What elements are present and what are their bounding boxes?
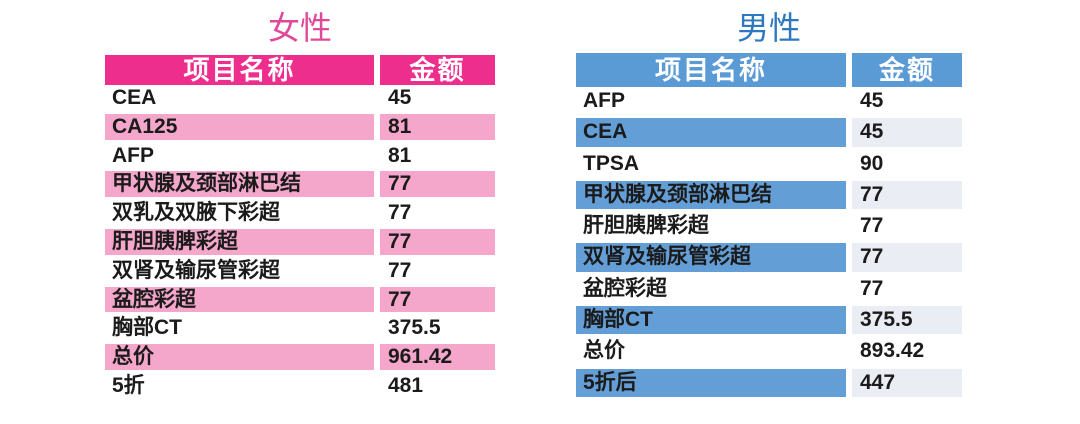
table-row: 5折 481 <box>105 373 495 402</box>
male-table: 项目名称 金额 AFP 45 CEA 45 <box>576 53 962 400</box>
table-row: 双乳及双腋下彩超 77 <box>105 200 495 229</box>
table-row: TPSA 90 <box>576 150 962 181</box>
item-name-cell: TPSA <box>583 151 640 175</box>
amount-cell: 77 <box>860 276 884 300</box>
amount-cell: 77 <box>380 228 495 255</box>
table-row: CA125 81 <box>105 113 495 143</box>
item-name-cell: 5折后 <box>576 368 846 397</box>
table-row: CEA 45 <box>576 118 962 149</box>
item-name-cell: 双肾及输尿管彩超 <box>576 243 846 272</box>
table-row: 双肾及输尿管彩超 77 <box>576 243 962 274</box>
table-row: 5折后 447 <box>576 368 962 400</box>
table-row: AFP 81 <box>105 143 495 172</box>
item-name-cell: 总价 <box>105 344 374 370</box>
item-name-cell: 胸部CT <box>112 316 182 340</box>
item-name-cell: 总价 <box>583 339 625 363</box>
table-row: 肝胆胰脾彩超 77 <box>105 228 495 258</box>
amount-cell: 375.5 <box>388 316 441 340</box>
amount-cell: 77 <box>380 286 495 313</box>
amount-cell: 81 <box>388 143 412 167</box>
female-table-title: 女性 <box>267 10 332 46</box>
table-row: 胸部CT 375.5 <box>576 306 962 337</box>
female-header-item-name: 项目名称 <box>105 55 374 85</box>
item-name-cell: 甲状腺及颈部淋巴结 <box>576 180 846 210</box>
table-row: 甲状腺及颈部淋巴结 77 <box>576 180 962 212</box>
table-row: 盆腔彩超 77 <box>105 286 495 316</box>
item-name-cell: 双乳及双腋下彩超 <box>112 201 280 225</box>
female-header-amount: 金额 <box>380 55 495 85</box>
table-row: 甲状腺及颈部淋巴结 77 <box>105 171 495 200</box>
male-table-body: AFP 45 CEA 45 TPSA 90 <box>576 87 962 400</box>
amount-cell: 45 <box>860 89 884 112</box>
amount-cell: 77 <box>852 180 962 210</box>
amount-cell: 481 <box>388 373 424 397</box>
item-name-cell: 盆腔彩超 <box>583 276 667 300</box>
table-row: 双肾及输尿管彩超 77 <box>105 258 495 287</box>
item-name-cell: 肝胆胰脾彩超 <box>105 228 374 255</box>
amount-cell: 90 <box>860 151 884 175</box>
male-price-table-section: 男性 项目名称 金额 AFP 45 CEA <box>576 6 962 400</box>
amount-cell: 77 <box>380 171 495 198</box>
amount-cell: 77 <box>860 214 884 238</box>
amount-cell: 77 <box>388 258 412 282</box>
item-name-cell: 肝胆胰脾彩超 <box>583 214 709 238</box>
table-row: CEA 45 <box>105 85 495 114</box>
male-table-header-row: 项目名称 金额 <box>576 53 962 87</box>
item-name-cell: 5折 <box>112 373 145 397</box>
female-table: 项目名称 金额 CEA 45 CA125 81 <box>105 55 495 402</box>
table-row: 胸部CT 375.5 <box>105 315 495 344</box>
table-row: 总价 893.42 <box>576 337 962 368</box>
amount-cell: 77 <box>852 243 962 272</box>
amount-cell: 77 <box>388 201 412 225</box>
amount-cell: 961.42 <box>380 344 495 370</box>
item-name-cell: CEA <box>576 118 846 147</box>
amount-cell: 45 <box>852 118 962 147</box>
female-table-header-row: 项目名称 金额 <box>105 55 495 85</box>
item-name-cell: CA125 <box>105 113 374 140</box>
table-row: 盆腔彩超 77 <box>576 275 962 306</box>
male-table-title: 男性 <box>736 10 801 46</box>
item-name-cell: 甲状腺及颈部淋巴结 <box>105 171 374 198</box>
amount-cell: 375.5 <box>852 306 962 335</box>
amount-cell: 447 <box>852 368 962 397</box>
table-row: 总价 961.42 <box>105 344 495 373</box>
male-header-item-name: 项目名称 <box>576 53 846 87</box>
table-row: AFP 45 <box>576 87 962 118</box>
female-price-table-section: 女性 项目名称 金额 CEA 45 CA125 <box>105 6 495 402</box>
amount-cell: 81 <box>380 113 495 140</box>
male-header-amount: 金额 <box>852 53 962 87</box>
item-name-cell: 双肾及输尿管彩超 <box>112 258 280 282</box>
female-table-body: CEA 45 CA125 81 AFP 81 <box>105 85 495 402</box>
item-name-cell: CEA <box>112 86 157 109</box>
table-row: 肝胆胰脾彩超 77 <box>576 212 962 243</box>
item-name-cell: AFP <box>112 143 154 167</box>
amount-cell: 45 <box>388 86 412 109</box>
item-name-cell: 胸部CT <box>576 306 846 335</box>
item-name-cell: AFP <box>583 89 625 112</box>
item-name-cell: 盆腔彩超 <box>105 286 374 313</box>
amount-cell: 893.42 <box>860 339 925 363</box>
